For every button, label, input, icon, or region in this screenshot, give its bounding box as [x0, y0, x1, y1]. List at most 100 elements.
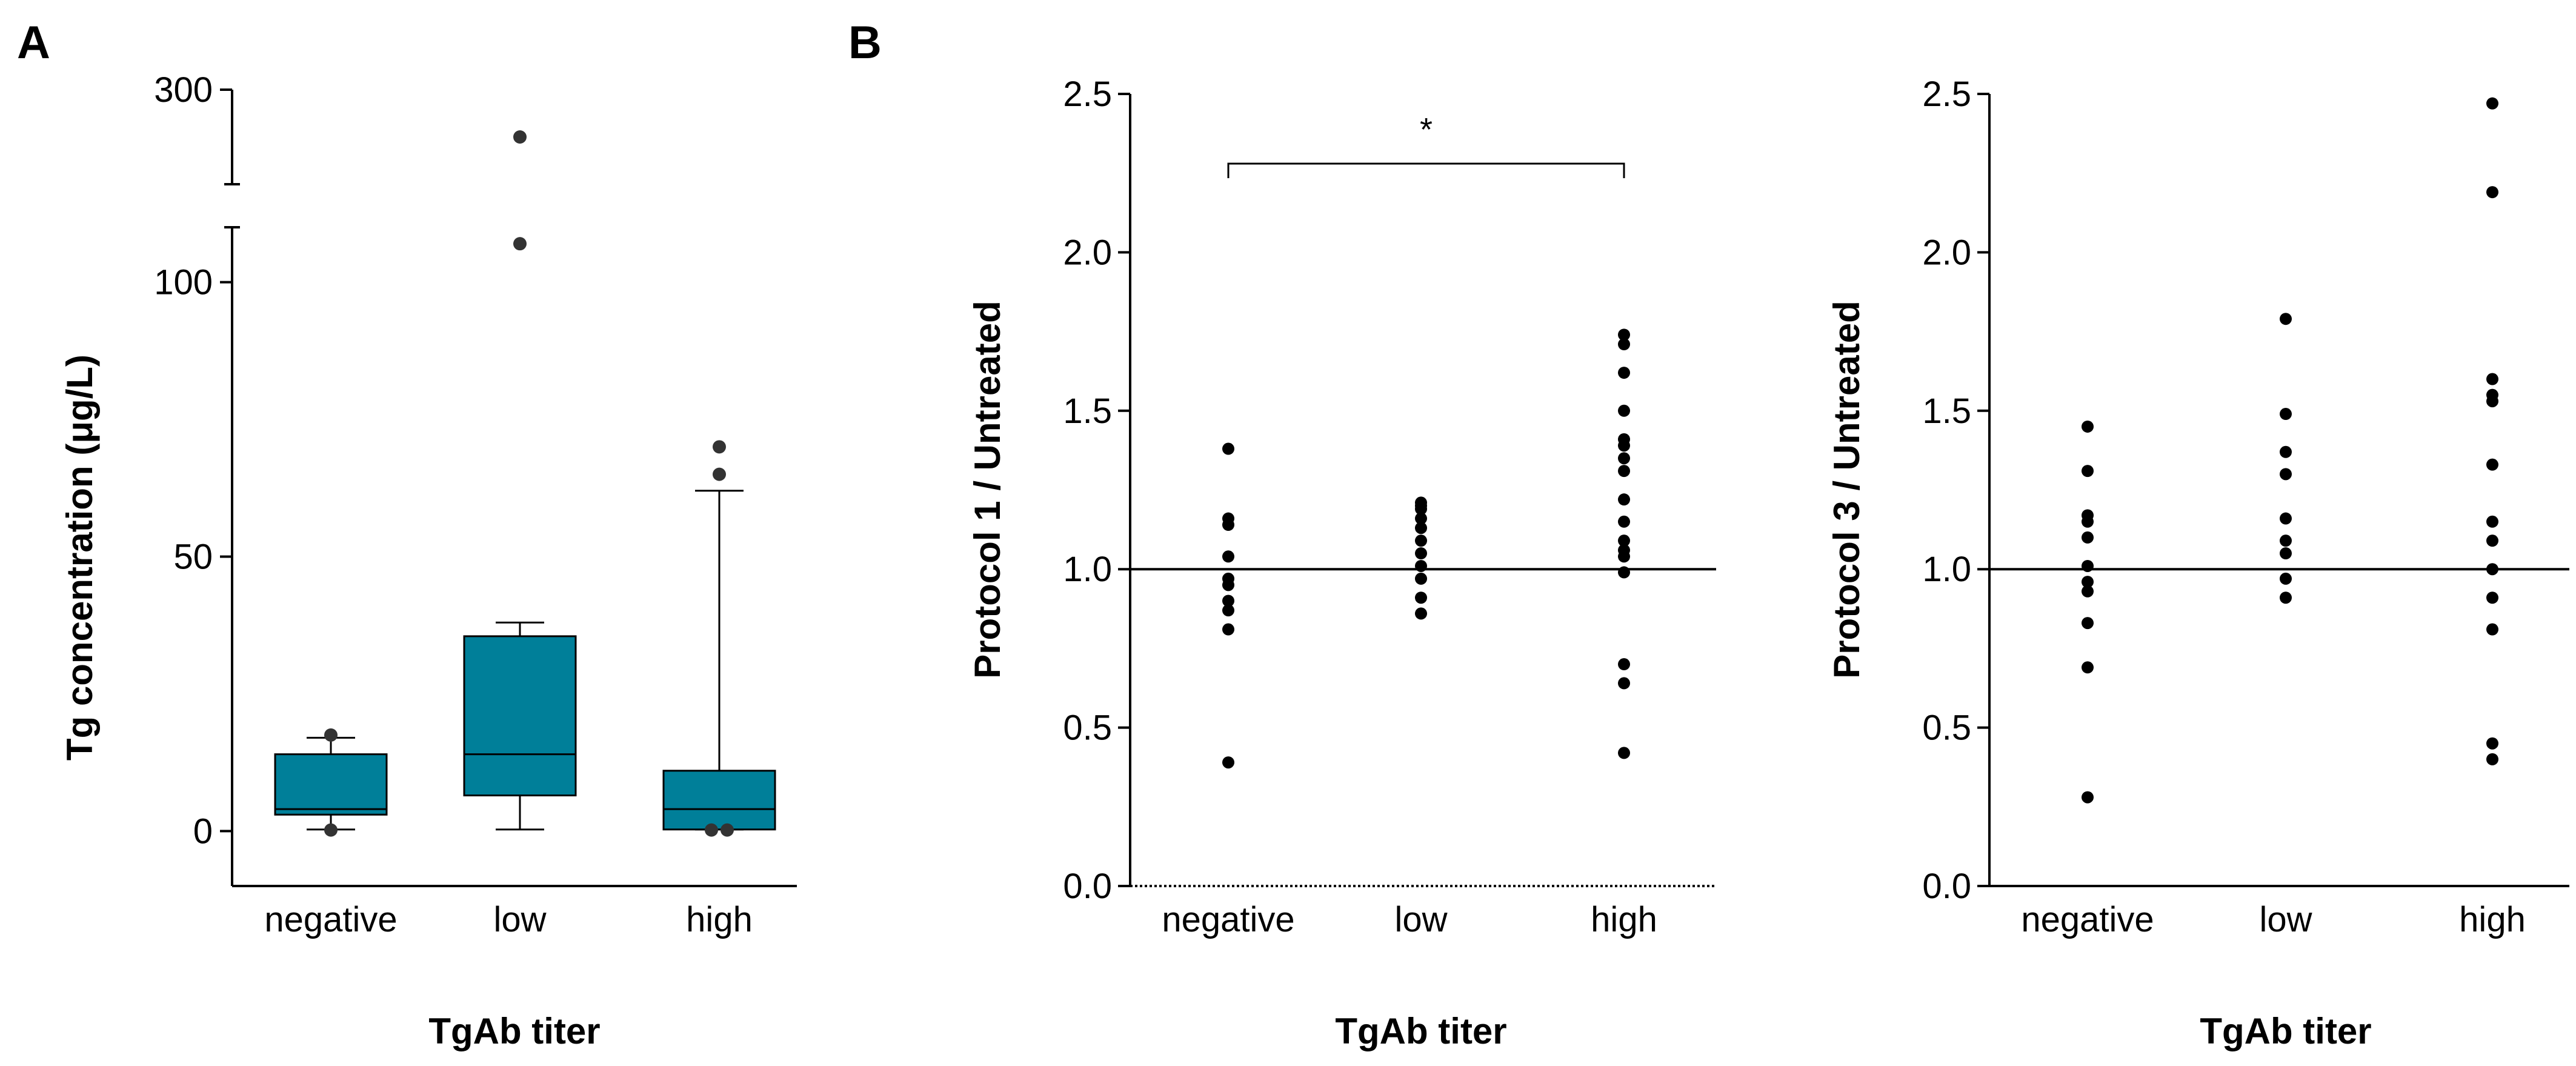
data-point	[2082, 465, 2094, 478]
data-point	[2082, 617, 2094, 630]
y-axis-label: Protocol 1 / Untreated	[967, 301, 1008, 678]
data-point	[2486, 395, 2498, 408]
data-point	[1618, 328, 1630, 341]
box-negative	[274, 728, 388, 837]
data-point	[2082, 531, 2094, 544]
y-axis-label: Protocol 3 / Untreated	[1826, 301, 1867, 678]
data-point	[2486, 515, 2498, 528]
x-axis-label: TgAb titer	[428, 1011, 600, 1051]
data-point	[1618, 439, 1630, 452]
y-tick-label: 1.5	[1922, 391, 1971, 431]
data-point	[2082, 576, 2094, 588]
x-category-label: high	[686, 900, 753, 939]
y-tick-label: 50	[173, 538, 213, 577]
data-point	[1618, 535, 1630, 547]
y-tick-label: 1.0	[1922, 550, 1971, 589]
series-low	[1415, 496, 1427, 620]
data-point	[1222, 519, 1234, 531]
outlier-point	[721, 823, 734, 837]
y-tick-label: 0.5	[1063, 708, 1112, 748]
data-point	[1415, 502, 1427, 515]
outlier-point	[713, 440, 726, 454]
data-point	[2082, 559, 2094, 572]
data-point	[1618, 367, 1630, 379]
y-tick-label: 0.5	[1922, 708, 1971, 748]
data-point	[2082, 661, 2094, 674]
panel-label-b: B	[848, 17, 882, 68]
data-point	[1415, 535, 1427, 547]
series-high	[1618, 328, 1630, 759]
x-category-label: negative	[264, 900, 397, 939]
box-high	[662, 440, 776, 837]
data-point	[1618, 493, 1630, 506]
data-point	[2486, 623, 2498, 636]
outlier-point	[713, 467, 726, 481]
data-point	[2486, 97, 2498, 110]
data-point	[1618, 404, 1630, 417]
outlier-point	[705, 823, 718, 837]
data-point	[1618, 452, 1630, 465]
series-negative	[2082, 420, 2094, 804]
data-point	[2280, 547, 2292, 560]
data-point	[2082, 420, 2094, 433]
data-point	[2486, 186, 2498, 199]
y-tick-label: 2.0	[1922, 233, 1971, 272]
outlier-point	[513, 130, 527, 144]
series-low	[2280, 313, 2292, 604]
x-category-label: high	[1591, 900, 1657, 939]
data-point	[1222, 756, 1234, 769]
data-point	[2082, 791, 2094, 804]
data-point	[2082, 585, 2094, 598]
data-point	[2280, 572, 2292, 585]
data-point	[1415, 591, 1427, 604]
data-point	[1222, 442, 1234, 455]
box-iqr	[274, 753, 388, 816]
significance-bracket	[1227, 162, 1625, 179]
series-high	[2486, 97, 2498, 765]
box-iqr	[463, 635, 577, 797]
data-point	[1415, 559, 1427, 572]
data-point	[2082, 515, 2094, 528]
data-point	[1222, 623, 1234, 636]
data-point	[1618, 677, 1630, 690]
data-point	[2486, 737, 2498, 750]
chart-a-tg-concentration: 0 50 100 300 negative low high Tg concentration…	[59, 70, 797, 1051]
data-point	[1415, 547, 1427, 560]
data-point	[2280, 313, 2292, 325]
data-point	[1618, 465, 1630, 478]
x-category-label: high	[2459, 900, 2526, 939]
y-tick-label: 2.5	[1063, 75, 1112, 114]
data-point	[2486, 535, 2498, 547]
data-point	[1415, 522, 1427, 535]
y-tick-label: 1.5	[1063, 391, 1112, 431]
y-axis-label: Tg concentration (μg/L)	[59, 355, 100, 761]
data-point	[1618, 566, 1630, 579]
outlier-point	[513, 237, 527, 251]
outlier-point	[324, 823, 338, 837]
data-point	[2280, 408, 2292, 421]
data-point	[1415, 572, 1427, 585]
x-category-label: low	[1394, 900, 1448, 939]
x-category-label: low	[493, 900, 547, 939]
data-point	[1222, 595, 1234, 607]
box-low	[463, 130, 577, 831]
outlier-point	[324, 728, 338, 742]
y-tick-label: 0.0	[1063, 867, 1112, 906]
data-point	[1222, 550, 1234, 563]
data-point	[1415, 512, 1427, 525]
chart-b2-protocol-3: 0.0 0.5 1.0 1.5 2.0 2.5 negative low high Protoco…	[1826, 75, 2569, 1051]
panel-label-a: A	[17, 17, 50, 68]
data-point	[2280, 468, 2292, 481]
data-point	[1618, 747, 1630, 759]
data-point	[2486, 753, 2498, 765]
box-iqr	[662, 770, 776, 831]
data-point	[1618, 550, 1630, 563]
y-tick-label: 0	[193, 811, 213, 851]
y-tick-label: 300	[154, 70, 213, 110]
series-negative	[1222, 442, 1234, 769]
y-tick-label: 100	[154, 263, 213, 302]
data-point	[1222, 579, 1234, 591]
y-tick-label: 0.0	[1922, 867, 1971, 906]
data-point	[2486, 458, 2498, 471]
